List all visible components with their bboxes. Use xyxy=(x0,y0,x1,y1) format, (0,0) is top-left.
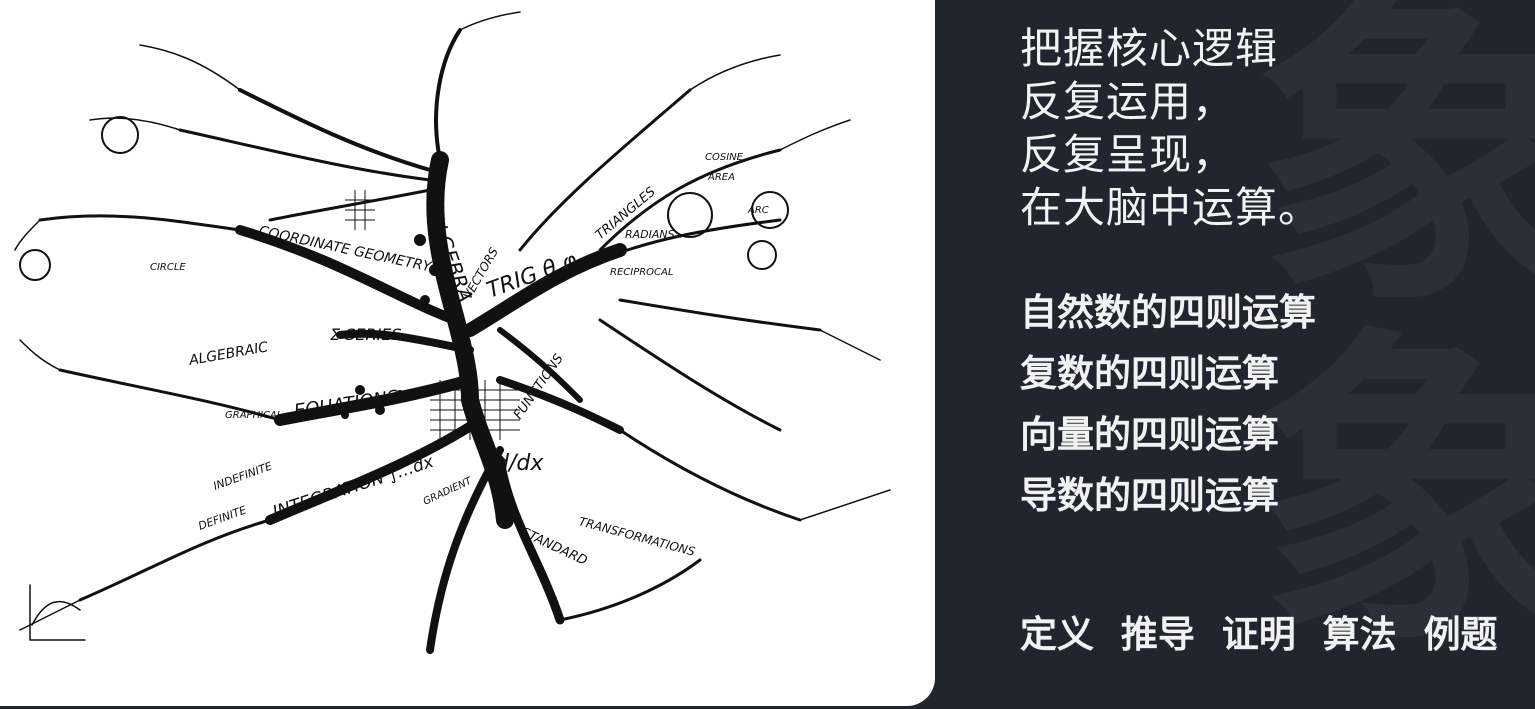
label-algebraic: ALGEBRAIC xyxy=(187,339,270,369)
operation-item: 自然数的四则运算 xyxy=(1020,291,1316,334)
method-examples: 例题 xyxy=(1423,613,1498,656)
label-area: AREA xyxy=(707,172,735,183)
mind-map-drawing: ALGEBRA TRIG θ φ d/dx COORDINATE GEOMETR… xyxy=(14,11,891,654)
operation-item: 复数的四则运算 xyxy=(1020,352,1279,395)
label-transformations: TRANSFORMATIONS xyxy=(577,514,697,559)
operation-item: 向量的四则运算 xyxy=(1020,413,1279,456)
label-radians: RADIANS xyxy=(625,228,675,241)
method-algorithm: 算法 xyxy=(1322,613,1397,656)
label-cosine: COSINE xyxy=(705,152,744,163)
method-proof: 证明 xyxy=(1221,613,1296,656)
mind-map-image: ALGEBRA TRIG θ φ d/dx COORDINATE GEOMETR… xyxy=(0,0,935,706)
label-arc: ARC xyxy=(747,205,769,216)
text-column: 把握核心逻辑 反复运用， 反复呈现， 在大脑中运算。 自然数的四则运算 复数的四… xyxy=(1020,22,1530,526)
method-derivation: 推导 xyxy=(1120,613,1195,656)
label-series: Σ SERIES xyxy=(330,325,402,344)
operation-item: 导数的四则运算 xyxy=(1020,474,1279,517)
motto-line-1: 把握核心逻辑 xyxy=(1020,24,1279,73)
motto-line-3: 反复呈现， xyxy=(1020,130,1236,179)
label-integration: INTEGRATION ∫…dx xyxy=(270,452,437,523)
methods-line: 定义 推导 证明 算法 例题 xyxy=(1020,604,1512,658)
label-circle: CIRCLE xyxy=(150,262,186,273)
label-graphical: GRAPHICAL xyxy=(225,410,282,421)
label-reciprocal: RECIPROCAL xyxy=(610,267,673,278)
motto-block: 把握核心逻辑 反复运用， 反复呈现， 在大脑中运算。 xyxy=(1020,22,1530,234)
label-indefinite: INDEFINITE xyxy=(212,460,274,493)
operations-list: 自然数的四则运算 复数的四则运算 向量的四则运算 导数的四则运算 xyxy=(1020,282,1530,526)
motto-line-2: 反复运用， xyxy=(1020,77,1236,126)
motto-line-4: 在大脑中运算。 xyxy=(1020,183,1322,232)
method-definition: 定义 xyxy=(1020,613,1094,656)
label-calculus: d/dx xyxy=(495,451,544,476)
label-gradient: GRADIENT xyxy=(422,475,475,507)
